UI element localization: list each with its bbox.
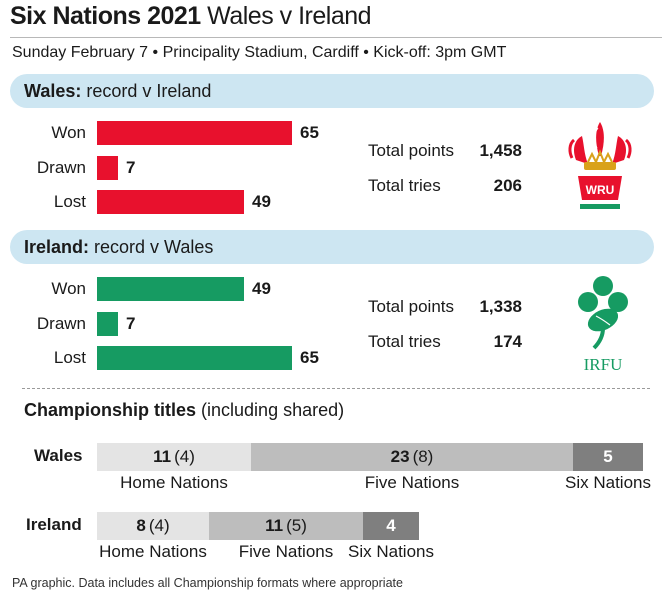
ireland-lost-bar (97, 346, 292, 370)
ireland-five-nations-segment: 11 (5) (209, 512, 363, 540)
ireland-five-nations-caption: Five Nations (238, 542, 334, 561)
wales-lost-bar (97, 190, 244, 214)
wales-total-points-label: Total points (368, 141, 454, 160)
ireland-total-points-value: 1,338 (479, 297, 522, 316)
ireland-total-points-label: Total points (368, 297, 454, 316)
wales-total-points-value: 1,458 (479, 141, 522, 160)
footer-note: PA graphic. Data includes all Championsh… (12, 576, 403, 590)
wales-home-nations-shared: (4) (174, 447, 195, 466)
wales-five-nations-segment: 23 (8) (251, 443, 573, 471)
wales-band-rest: record v Ireland (86, 81, 212, 101)
wru-logo-text: WRU (586, 183, 615, 197)
ireland-six-nations-caption: Six Nations (348, 542, 434, 561)
wales-five-nations-caption: Five Nations (364, 473, 460, 492)
ireland-home-nations-shared: (4) (148, 516, 170, 535)
ireland-drawn-bar (97, 312, 118, 336)
wales-band-bold: Wales: (24, 81, 82, 101)
wales-six-nations-segment: 5 (573, 443, 643, 471)
wales-five-nations-titles: 23 (390, 447, 410, 466)
ireland-team-label: Ireland (26, 515, 82, 534)
wales-drawn-label: Drawn (36, 158, 86, 177)
ireland-won-value: 49 (252, 279, 271, 298)
ireland-drawn-label: Drawn (36, 314, 86, 333)
wales-six-nations-caption: Six Nations (565, 473, 651, 492)
irfu-logo-text: IRFU (584, 355, 623, 374)
championship-heading-bold: Championship titles (24, 400, 197, 420)
wales-home-nations-titles: 11 (153, 447, 172, 466)
wales-home-nations-caption: Home Nations (120, 473, 228, 492)
ireland-total-tries-label: Total tries (368, 332, 441, 351)
ireland-record-band: Ireland: record v Wales (10, 230, 654, 264)
wales-total-tries-value: 206 (493, 176, 522, 195)
wales-won-value: 65 (300, 123, 319, 142)
section-divider (22, 388, 650, 389)
wales-drawn-bar (97, 156, 118, 180)
wales-team-label: Wales (34, 446, 83, 465)
ireland-won-bar (97, 277, 244, 301)
title-bold: Six Nations 2021 (10, 2, 201, 30)
ireland-six-nations-segment: 4 (363, 512, 419, 540)
ireland-five-nations-titles: 11 (265, 516, 284, 535)
irfu-logo-icon: IRFU (578, 276, 628, 374)
ireland-lost-label: Lost (53, 348, 86, 367)
subtitle: Sunday February 7 • Principality Stadium… (12, 44, 507, 61)
ireland-five-nations-shared: (5) (286, 516, 307, 535)
page-title: Six Nations 2021 Wales v Ireland (10, 2, 372, 31)
wales-record-band: Wales: record v Ireland (10, 74, 654, 108)
ireland-home-nations-titles: 8 (136, 516, 146, 535)
ireland-six-nations-titles: 4 (386, 516, 396, 535)
ireland-lost-value: 65 (300, 348, 319, 367)
wales-lost-label: Lost (53, 192, 86, 211)
wales-home-nations-segment: 11 (4) (97, 443, 251, 471)
wales-won-label: Won (51, 123, 86, 142)
wales-total-tries-label: Total tries (368, 176, 441, 195)
ireland-home-nations-caption: Home Nations (99, 542, 207, 561)
wales-drawn-value: 7 (126, 158, 136, 177)
ireland-total-tries-value: 174 (493, 332, 522, 351)
wales-five-nations-shared: (8) (412, 447, 434, 466)
ireland-drawn-value: 7 (126, 314, 136, 333)
title-rest: Wales v Ireland (207, 2, 372, 30)
wales-six-nations-titles: 5 (603, 447, 613, 466)
wales-won-bar (97, 121, 292, 145)
ireland-won-label: Won (51, 279, 86, 298)
championship-heading-rest: (including shared) (201, 400, 345, 420)
championship-heading: Championship titles (including shared) (24, 400, 344, 421)
wru-logo-icon: WRU (568, 122, 632, 209)
wales-lost-value: 49 (252, 192, 271, 211)
title-rule (10, 37, 662, 38)
ireland-home-nations-segment: 8 (4) (97, 512, 209, 540)
ireland-band-bold: Ireland: (24, 237, 90, 257)
ireland-band-rest: record v Wales (94, 237, 214, 257)
